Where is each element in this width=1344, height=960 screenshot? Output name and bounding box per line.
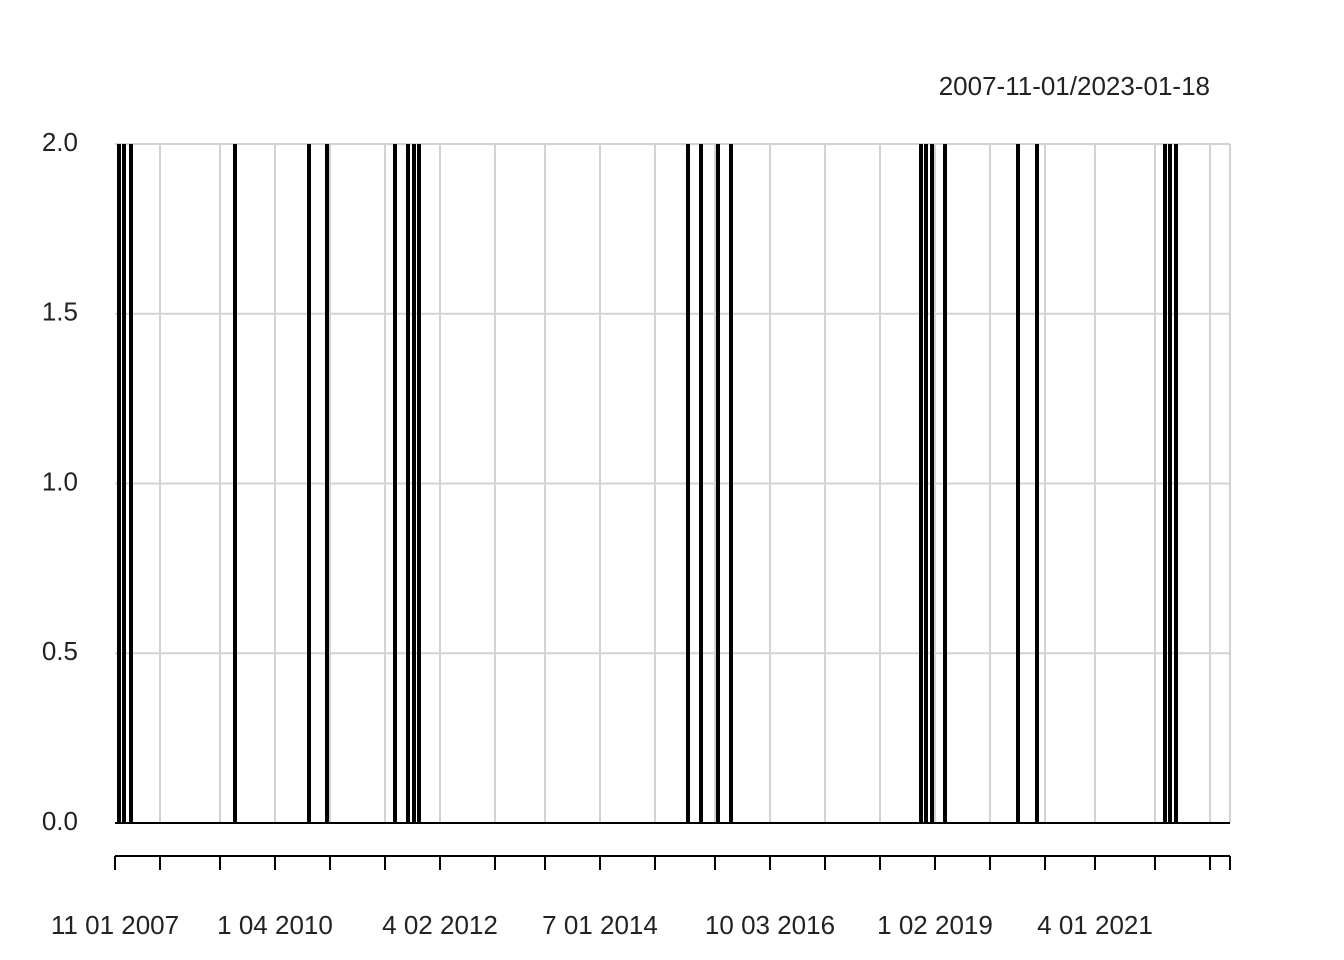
y-tick-label: 0.5	[42, 636, 78, 666]
x-tick-label: 10 03 2016	[705, 910, 835, 940]
x-tick-label: 11 01 2007	[51, 910, 179, 940]
x-tick-label: 1 02 2019	[877, 910, 993, 940]
y-tick-label: 2.0	[42, 127, 78, 157]
x-tick-label: 4 02 2012	[382, 910, 498, 940]
x-tick-label: 7 01 2014	[542, 910, 658, 940]
y-tick-label: 1.5	[42, 297, 78, 327]
x-tick-label: 1 04 2010	[217, 910, 333, 940]
x-tick-label: 4 01 2021	[1037, 910, 1153, 940]
y-tick-label: 1.0	[42, 466, 78, 496]
chart-title: 2007-11-01/2023-01-18	[939, 71, 1210, 101]
y-tick-label: 0.0	[42, 806, 78, 836]
